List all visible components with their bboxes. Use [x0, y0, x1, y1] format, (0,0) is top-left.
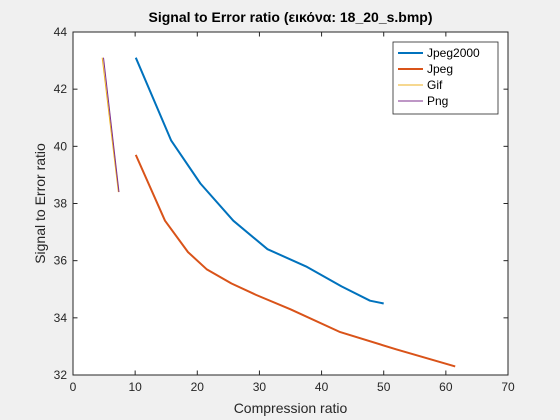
x-tick-label: 50 [377, 380, 391, 394]
y-tick-label: 40 [54, 139, 68, 153]
legend-item-jpeg2000: Jpeg2000 [398, 46, 480, 60]
legend-item-png: Png [398, 94, 448, 108]
x-axis-title: Compression ratio [234, 400, 348, 416]
legend-label: Jpeg [427, 62, 453, 76]
y-tick-label: 42 [54, 82, 68, 96]
legend-label: Jpeg2000 [427, 46, 480, 60]
y-tick-label: 38 [54, 197, 68, 211]
x-tick-label: 60 [439, 380, 453, 394]
legend: Jpeg2000 Jpeg Gif Png [392, 41, 499, 115]
x-tick-label: 70 [501, 380, 515, 394]
legend-label: Png [427, 94, 448, 108]
series-line-gif [101, 57, 119, 193]
series-line-jpeg2000 [134, 57, 384, 305]
series-line-png [103, 57, 120, 193]
x-tick-label: 10 [128, 380, 142, 394]
x-tick-label: 20 [191, 380, 205, 394]
x-tick-label: 30 [253, 380, 267, 394]
y-tick-label: 34 [54, 311, 68, 325]
x-tick-label: 40 [315, 380, 329, 394]
y-tick-label: 44 [54, 25, 68, 39]
series-layer [101, 57, 456, 368]
y-tick-label: 32 [54, 368, 68, 382]
y-axis-title: Signal to Error ratio [32, 143, 48, 264]
legend-item-jpeg: Jpeg [398, 62, 453, 76]
x-tick-label: 0 [70, 380, 77, 394]
series-line-jpeg [134, 154, 456, 368]
legend-label: Gif [427, 78, 443, 92]
ticks-layer: 0 10 20 30 40 50 60 70 32 34 36 38 40 42 44 [54, 25, 515, 394]
y-tick-label: 36 [54, 254, 68, 268]
chart-title: Signal to Error ratio (εικόνα: 18_20_s.b… [149, 9, 433, 25]
legend-item-gif: Gif [398, 78, 443, 92]
